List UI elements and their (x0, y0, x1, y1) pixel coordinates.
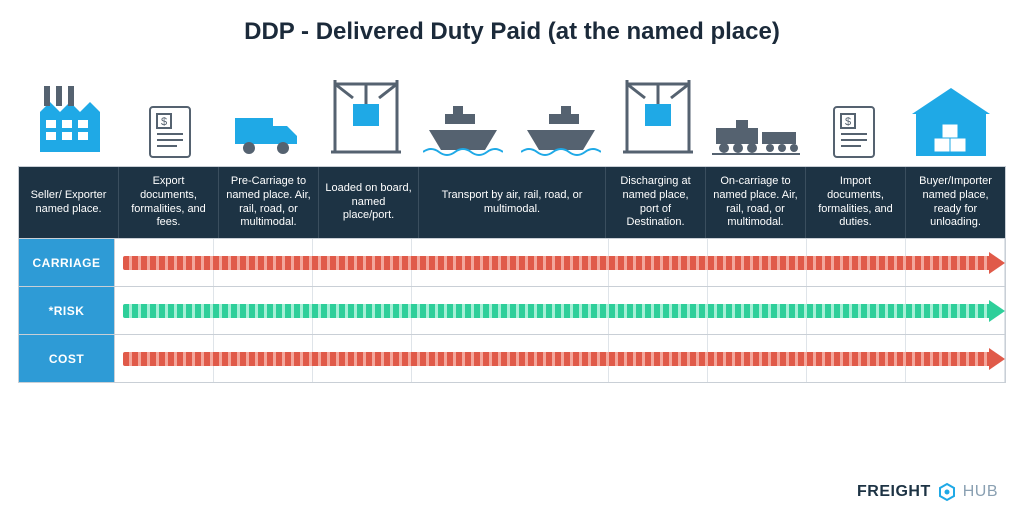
row-label: COST (19, 335, 115, 382)
table-header-cell: Seller/ Exporter named place. (19, 167, 119, 238)
table-header: Seller/ Exporter named place.Export docu… (19, 167, 1005, 238)
table-header-cell: Buyer/Importer named place, ready for un… (906, 167, 1005, 238)
row-label: CARRIAGE (19, 239, 115, 286)
table-header-cell: Loaded on board, named place/port. (319, 167, 419, 238)
invoice-icon: $ (122, 56, 220, 160)
table-row: COST (19, 334, 1005, 382)
table-header-cell: On-carriage to named place. Air, rail, r… (706, 167, 806, 238)
incoterm-table: Seller/ Exporter named place.Export docu… (18, 166, 1006, 383)
warehouse-icon (902, 56, 1000, 160)
table-header-cell: Pre-Carriage to named place. Air, rail, … (219, 167, 319, 238)
row-label: *RISK (19, 287, 115, 334)
brand-footer: FREIGHT HUB (857, 482, 998, 502)
red-arrow (123, 256, 995, 270)
table-header-cell: Export documents, formalities, and fees. (119, 167, 219, 238)
invoice-import-icon: $ (805, 56, 903, 160)
svg-text:$: $ (844, 116, 850, 128)
table-header-cell: Discharging at named place, port of Dest… (606, 167, 706, 238)
table-header-cell: Import documents, formalities, and dutie… (806, 167, 906, 238)
supply-chain-icons: $ (0, 56, 1024, 166)
red-arrow (123, 352, 995, 366)
table-row: *RISK (19, 286, 1005, 334)
row-track (115, 335, 1005, 382)
crane-load-icon (317, 56, 415, 160)
brand-text-b: HUB (963, 483, 998, 501)
train-icon (707, 56, 805, 160)
factory-icon (24, 56, 122, 160)
crane-unload-icon (610, 56, 708, 160)
page-title: DDP - Delivered Duty Paid (at the named … (0, 0, 1024, 56)
ship-origin-icon (414, 56, 512, 160)
row-track (115, 239, 1005, 286)
ship-destination-icon (512, 56, 610, 160)
hub-icon (937, 482, 957, 502)
brand-text-a: FREIGHT (857, 483, 931, 501)
svg-text:$: $ (161, 116, 167, 128)
table-header-cell: Transport by air, rail, road, or multimo… (419, 167, 606, 238)
table-row: CARRIAGE (19, 238, 1005, 286)
truck-icon (219, 56, 317, 160)
green-arrow (123, 304, 995, 318)
row-track (115, 287, 1005, 334)
